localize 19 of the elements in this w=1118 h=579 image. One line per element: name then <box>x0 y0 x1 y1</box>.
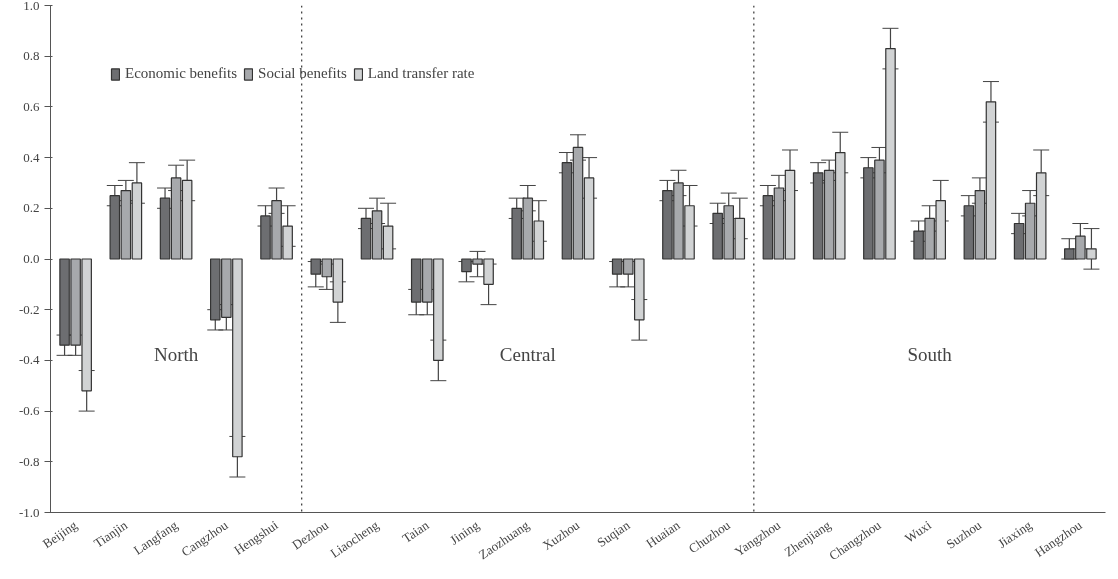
y-tick-label: 0.0 <box>23 251 40 266</box>
annotation: Central <box>499 344 556 366</box>
y-tick-label: -0.6 <box>18 403 40 419</box>
y-tick-label: 1.0 <box>23 0 40 13</box>
annotation: North <box>153 344 199 366</box>
y-tick-label: 0.2 <box>23 200 40 216</box>
y-tick-label: -0.8 <box>18 453 40 469</box>
legend-label: Social benefits <box>258 65 347 82</box>
y-tick-label: 0.4 <box>23 149 40 165</box>
annotation: South <box>907 344 953 366</box>
x-tick-label: Taian <box>399 517 432 546</box>
legend-label: Land transfer rate <box>367 65 475 82</box>
y-tick-label: 0.8 <box>23 48 40 64</box>
y-tick-label: -1.0 <box>18 504 40 520</box>
y-tick-label: -0.2 <box>18 301 40 317</box>
y-tick-label: -0.4 <box>18 352 40 368</box>
y-tick-label: 0.6 <box>23 98 40 114</box>
legend-label: Economic benefits <box>125 65 238 82</box>
x-tick-label: Wuxi <box>902 517 935 546</box>
